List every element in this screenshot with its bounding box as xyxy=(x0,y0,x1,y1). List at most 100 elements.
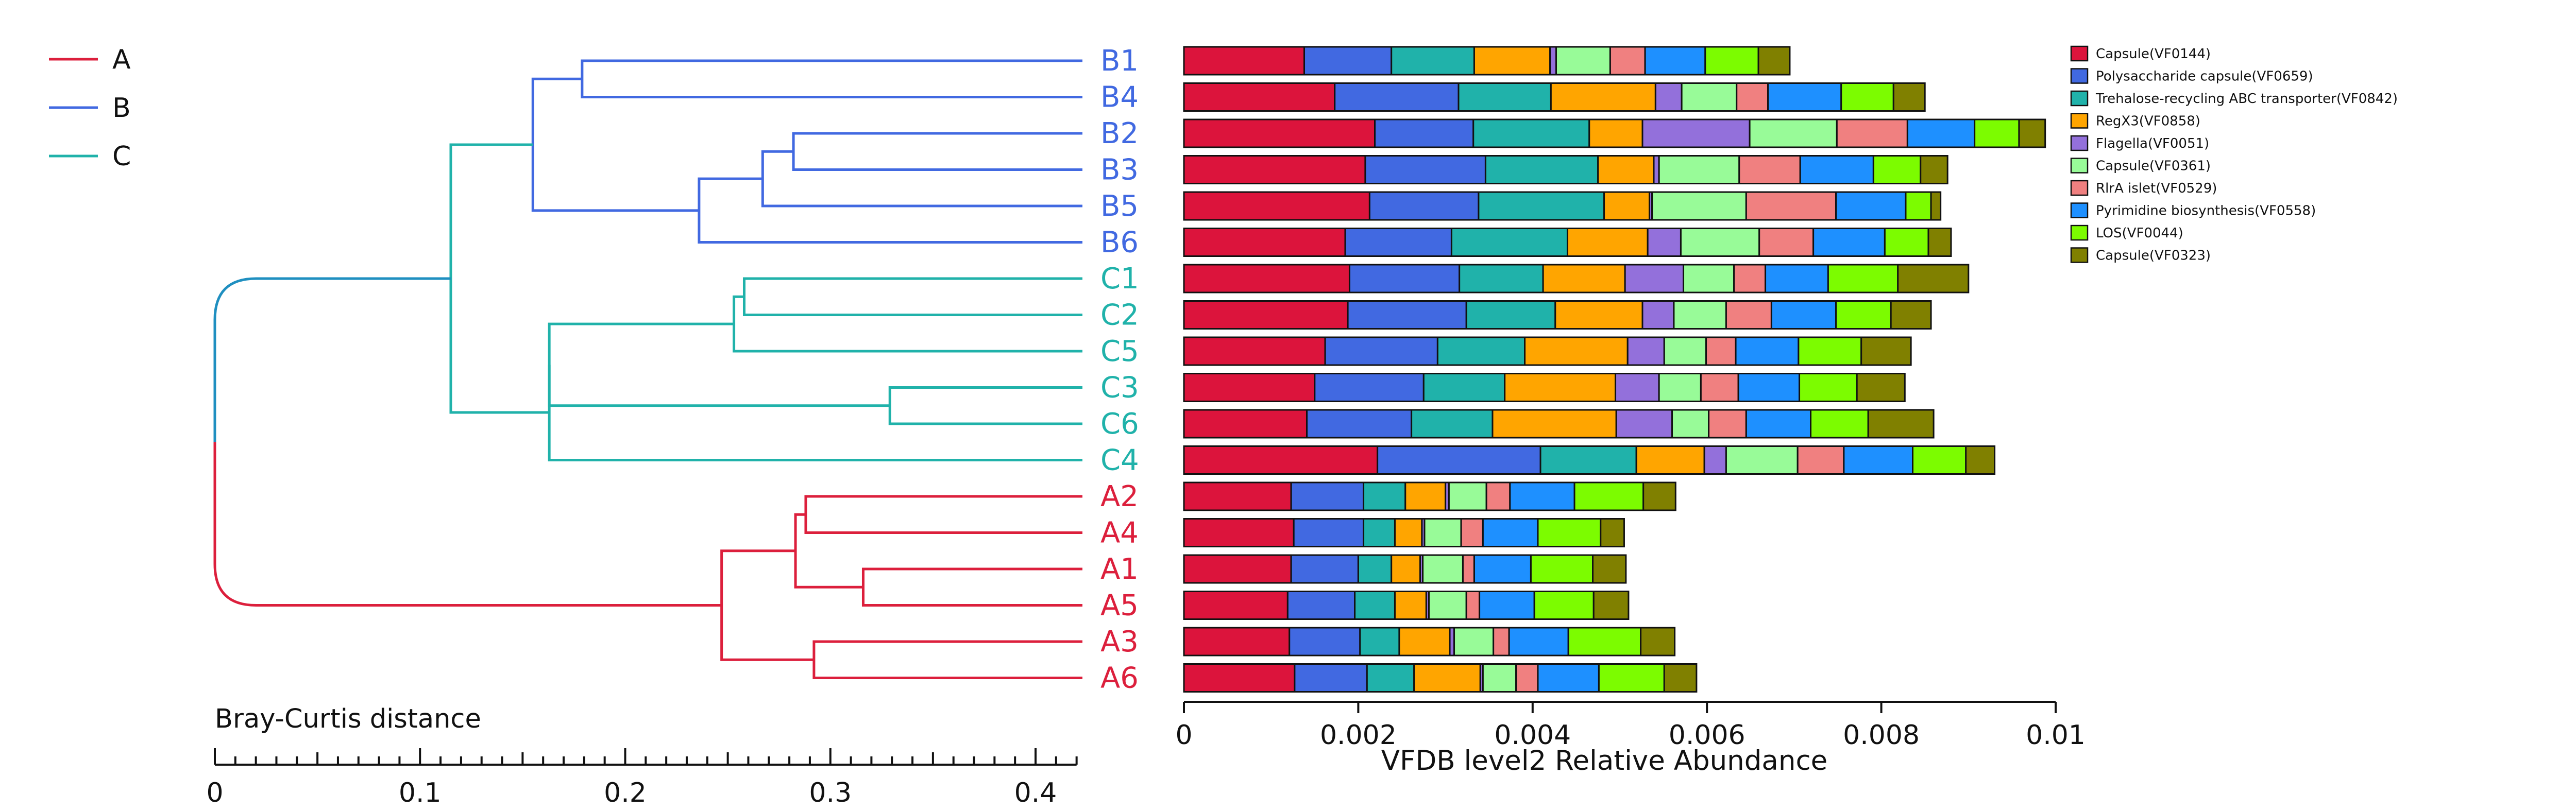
bar-segment xyxy=(1757,46,1791,76)
bar-row-c4 xyxy=(1183,445,1996,475)
dendrogram-branch xyxy=(548,365,1082,461)
bar-segment xyxy=(1363,518,1396,547)
bar-segment xyxy=(1183,663,1296,693)
series-legend-label: LOS(VF0044) xyxy=(2096,226,2183,241)
bar-segment xyxy=(1462,554,1475,584)
bar-segment xyxy=(1482,663,1517,693)
bar-segment xyxy=(1550,82,1656,112)
leaf-label-b2: B2 xyxy=(1100,117,1139,150)
series-legend-label: RegX3(VF0858) xyxy=(2096,114,2200,129)
bar-segment xyxy=(1294,663,1368,693)
leaf-label-b6: B6 xyxy=(1100,226,1139,260)
dendrogram-branch xyxy=(812,640,1082,679)
bar-segment xyxy=(1183,518,1295,547)
bar-segment xyxy=(1479,591,1535,620)
bar-segment xyxy=(1810,409,1869,439)
group-legend-label-a: A xyxy=(112,44,131,75)
series-legend-label: Capsule(VF0144) xyxy=(2096,46,2211,62)
bar-segment xyxy=(1615,373,1660,402)
bar-segment xyxy=(1700,373,1739,402)
bar-segment xyxy=(1626,336,1665,366)
bar-segment xyxy=(1530,554,1594,584)
series-legend-swatch xyxy=(2070,180,2089,196)
bar-row-b6 xyxy=(1183,228,1952,257)
bar-segment xyxy=(1860,336,1912,366)
bar-segment xyxy=(1448,481,1487,511)
bar-segment xyxy=(1394,518,1423,547)
dendrogram-branch xyxy=(449,143,550,414)
bar-segment xyxy=(1598,663,1665,693)
bar-segment xyxy=(1737,373,1801,402)
bar-segment xyxy=(1524,336,1629,366)
bar-segment xyxy=(1458,82,1552,112)
bar-segment xyxy=(1493,627,1510,657)
bar-segment xyxy=(1840,82,1894,112)
bar-segment xyxy=(1812,228,1886,257)
bar-segment xyxy=(1798,336,1862,366)
bar-segment xyxy=(1354,591,1396,620)
bar-segment xyxy=(1363,481,1406,511)
bar-segment xyxy=(1422,554,1464,584)
bar-segment xyxy=(1836,118,1908,148)
dendrogram-branch xyxy=(531,77,699,212)
bar-segment xyxy=(1654,82,1683,112)
bar-segment xyxy=(1927,228,1952,257)
dendrogram-tick-label: 0 xyxy=(206,778,223,808)
leaf-label-c6: C6 xyxy=(1100,407,1139,441)
bar-row-c5 xyxy=(1183,336,1912,366)
bar-segment xyxy=(1453,627,1495,657)
bar-tick-label: 0.006 xyxy=(1669,720,1745,751)
bar-segment xyxy=(1758,228,1815,257)
bar-segment xyxy=(1635,445,1705,475)
bar-segment xyxy=(1459,264,1544,294)
bar-segment xyxy=(1347,300,1467,330)
dendrogram-branch xyxy=(720,549,814,661)
series-legend-label: Trehalose-recycling ABC transporter(VF08… xyxy=(2095,91,2398,107)
leaf-label-b5: B5 xyxy=(1100,189,1139,223)
series-legend-label: Capsule(VF0323) xyxy=(2096,248,2211,264)
bar-segment xyxy=(1555,46,1611,76)
bar-segment xyxy=(1609,46,1646,76)
bar-segment xyxy=(1897,264,1970,294)
bar-segment xyxy=(1705,336,1737,366)
bar-segment xyxy=(1183,336,1326,366)
bar-segment xyxy=(1884,228,1929,257)
leaf-label-c4: C4 xyxy=(1100,444,1139,477)
dendrogram-tick-label: 0.1 xyxy=(399,778,442,808)
dendrogram-axis-title: Bray-Curtis distance xyxy=(215,704,481,734)
bar-segment xyxy=(1554,300,1643,330)
bar-segment xyxy=(1799,373,1858,402)
bar-segment xyxy=(1359,627,1400,657)
bar-segment xyxy=(1592,554,1627,584)
group-legend-label-c: C xyxy=(112,141,131,172)
bar-segment xyxy=(1642,481,1676,511)
bar-segment xyxy=(1624,264,1685,294)
leaf-label-c3: C3 xyxy=(1100,371,1139,405)
dendrogram-axis: Bray-Curtis distance 0 0.1 0.2 0.3 0.4 xyxy=(206,704,1078,808)
bar-segment xyxy=(1394,591,1427,620)
bar-segment xyxy=(1906,118,1976,148)
bar-segment xyxy=(1597,155,1655,184)
bar-segment xyxy=(1537,663,1600,693)
bar-segment xyxy=(1640,627,1676,657)
bar-row-c2 xyxy=(1183,300,1932,330)
series-legend-label: Flagella(VF0051) xyxy=(2096,136,2209,151)
bar-segment xyxy=(1344,228,1452,257)
bar-segment xyxy=(1183,46,1305,76)
bar-axis-title: VFDB level2 Relative Abundance xyxy=(1381,745,1827,777)
bar-segment xyxy=(1592,591,1630,620)
bar-segment xyxy=(1920,155,1948,184)
bar-segment xyxy=(1663,336,1707,366)
bar-segment xyxy=(1183,591,1289,620)
bar-segment xyxy=(1183,445,1379,475)
dendrogram-branch xyxy=(794,513,863,589)
bar-segment xyxy=(1293,518,1365,547)
bar-segment xyxy=(1391,46,1475,76)
bar-segment xyxy=(1749,118,1838,148)
bar-segment xyxy=(2018,118,2046,148)
bar-segment xyxy=(1745,191,1837,221)
dendrogram-branch xyxy=(804,495,1082,534)
dendrogram-branch xyxy=(548,322,890,407)
bar-segment xyxy=(1651,191,1747,221)
